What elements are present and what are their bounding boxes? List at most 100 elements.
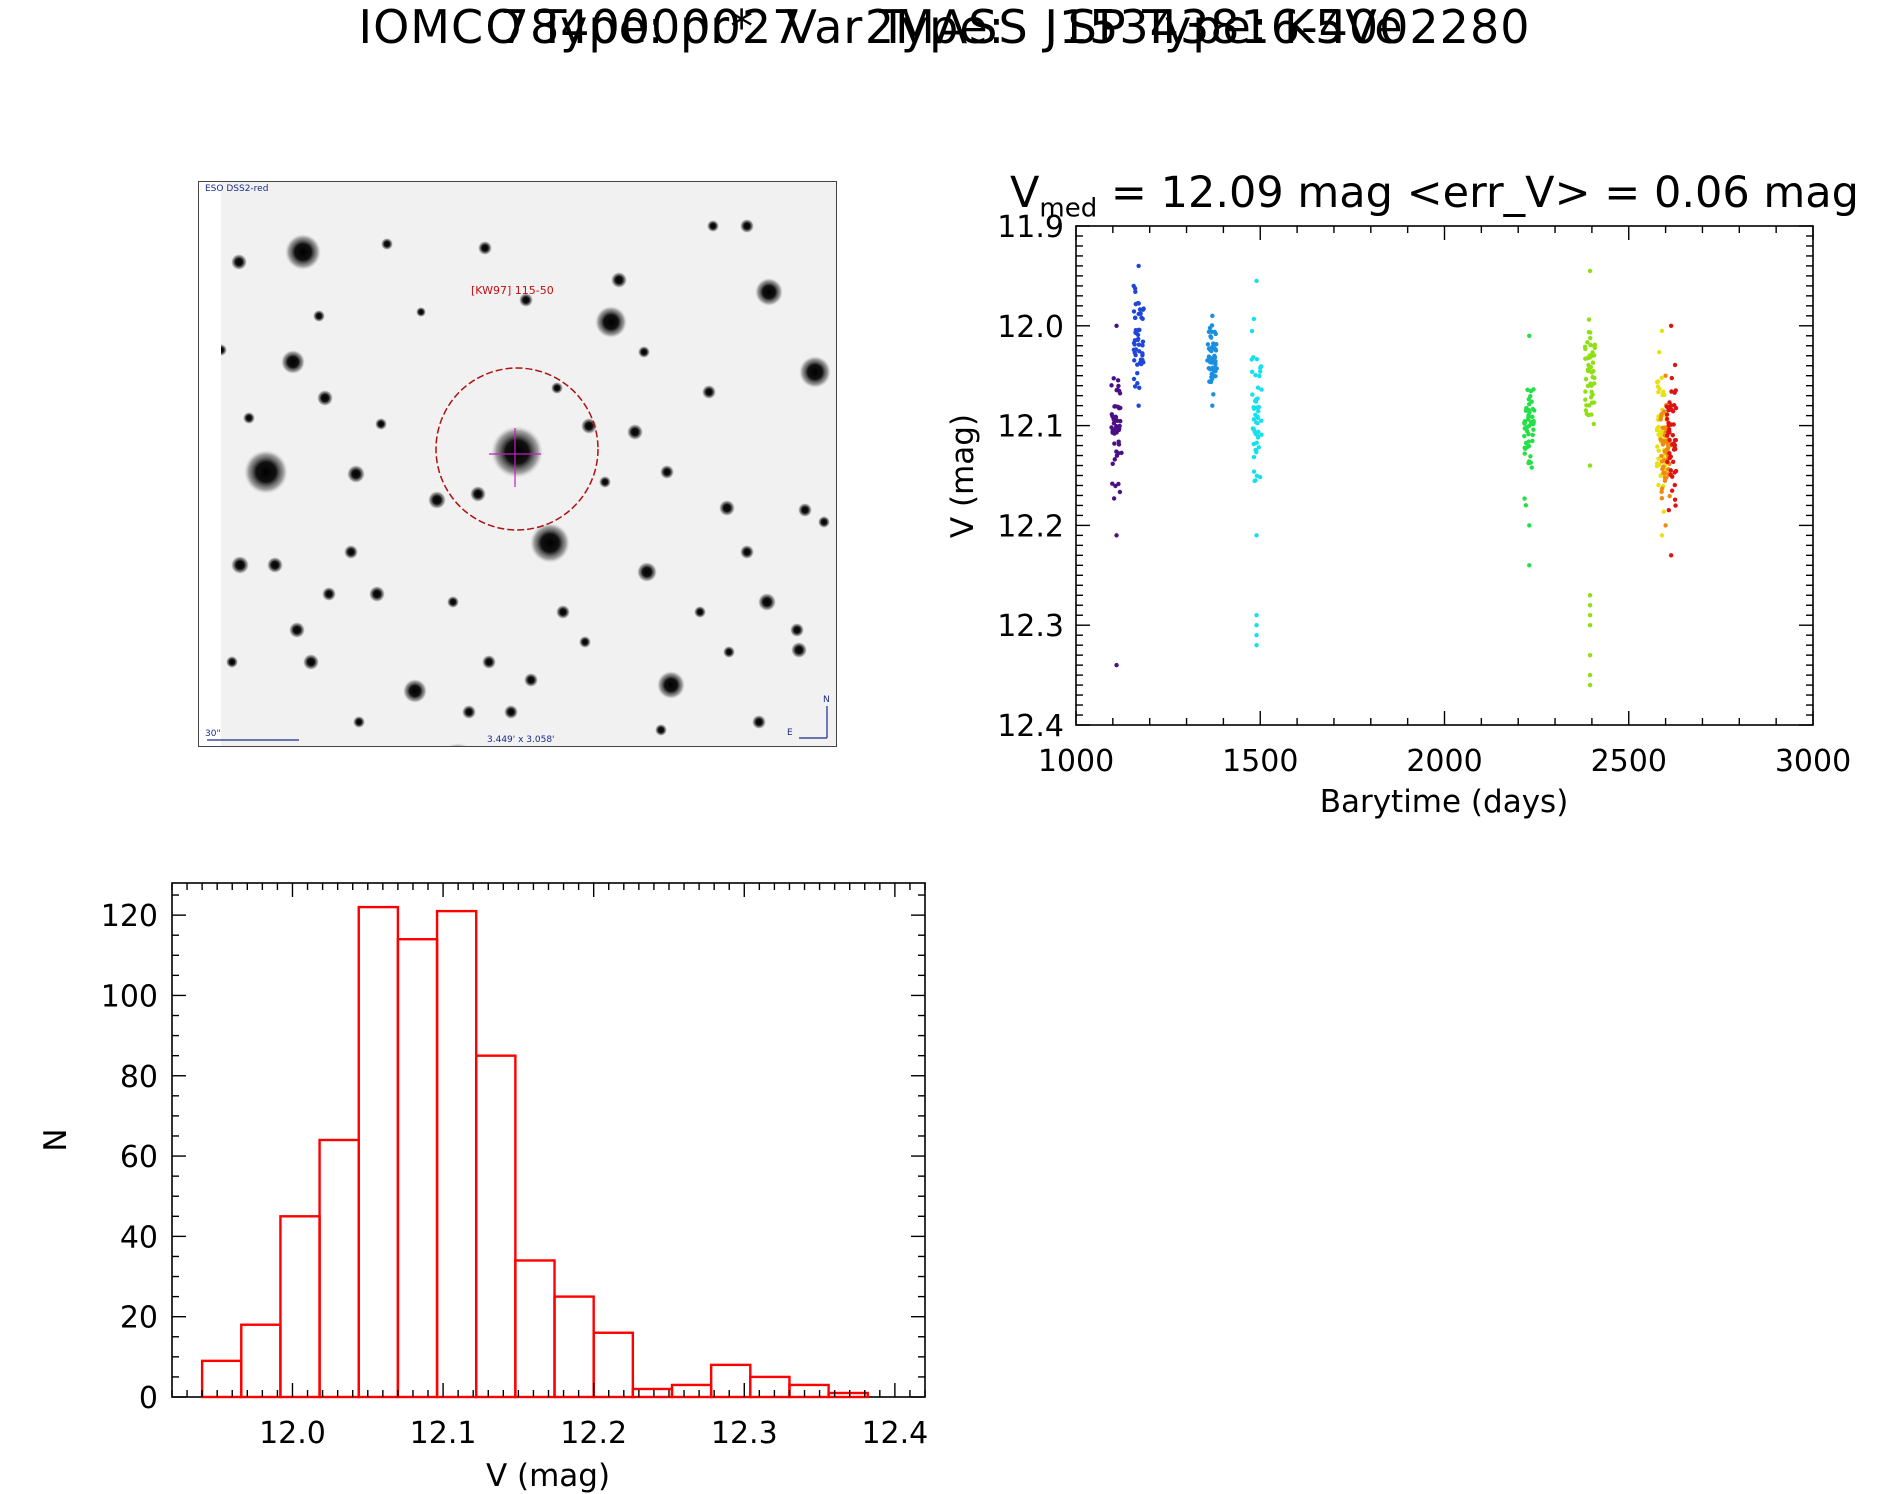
lightcurve-point [1255,385,1261,390]
lightcurve-point [1526,439,1531,444]
lightcurve-point [1115,387,1120,392]
lightcurve-point [1666,450,1671,455]
lightcurve-point [1208,367,1213,372]
lightcurve-title-v: V [1010,168,1040,218]
lightcurve-point [1209,323,1215,328]
histogram-bar [475,1054,517,1399]
lightcurve-point [1659,375,1664,381]
lightcurve-point [1590,392,1595,397]
lightcurve-xtick-label: 2500 [1591,744,1667,779]
lightcurve-point [1661,509,1667,514]
lightcurve-point [1211,367,1217,372]
lightcurve-point [1251,406,1257,411]
lightcurve-point [1251,316,1257,322]
lightcurve-point [1660,425,1665,431]
lightcurve-xtick-label: 1500 [1222,744,1298,779]
lightcurve-point [1662,462,1668,468]
lightcurve-point [1140,307,1146,312]
lightcurve-point [1141,360,1146,365]
lightcurve-point [1587,593,1593,598]
lightcurve-point [1214,366,1219,371]
lightcurve-point [1531,420,1536,425]
histogram-ytick-label: 120 [101,899,158,934]
lightcurve-point [1131,340,1137,346]
lightcurve-point [1669,389,1674,394]
lightcurve-point [1254,278,1259,284]
lightcurve-point [1664,429,1669,435]
lightcurve-point [1133,347,1139,352]
lightcurve-point [1665,456,1671,461]
lightcurve-point [1113,404,1118,409]
lightcurve-point [1656,424,1661,430]
lightcurve-point [1139,315,1144,320]
lightcurve-point [1207,379,1212,384]
lightcurve-point [1659,439,1664,444]
histogram-bar [200,1359,243,1399]
lightcurve-point [1253,405,1259,410]
histogram-bar [357,905,400,1399]
lightcurve-point [1207,325,1213,331]
lightcurve-xtick-label: 1000 [1038,744,1114,779]
lightcurve-ytick-label: 12.0 [997,310,1064,345]
lightcurve-point [1530,421,1536,427]
lightcurve-point [1526,415,1531,420]
lightcurve-point [1251,454,1257,460]
lightcurve-point [1213,359,1218,364]
histogram-bar [788,1383,830,1399]
lightcurve-point [1213,348,1219,353]
lightcurve-point [1138,311,1143,316]
lightcurve-point [1524,444,1530,450]
histogram-bar [631,1387,674,1399]
lightcurve-point [1117,489,1123,495]
lightcurve-point [1583,346,1588,352]
lightcurve-point [1589,412,1594,417]
lightcurve-point [1206,329,1212,335]
lightcurve-point [1207,379,1212,384]
lightcurve-point [1528,460,1533,465]
scale-label: 30" [205,729,221,739]
lightcurve-point [1524,405,1529,411]
lightcurve-point [1523,440,1529,446]
lightcurve-point [1255,435,1261,440]
histogram-xtick-label: 12.4 [861,1416,928,1451]
lightcurve-point [1661,447,1667,453]
lightcurve-point [1670,432,1676,438]
lightcurve-point [1213,361,1218,367]
lightcurve-point [1522,419,1528,425]
lightcurve-point [1132,315,1138,321]
lightcurve-point [1133,289,1138,294]
lightcurve-point [1255,415,1260,421]
lightcurve-point [1664,403,1669,408]
lightcurve-point [1589,400,1595,405]
lightcurve-point [1214,341,1219,347]
lightcurve-point [1253,448,1259,453]
lightcurve-point [1253,399,1259,404]
histogram-xtick-label: 12.1 [410,1416,477,1451]
lightcurve-point [1667,493,1672,499]
lightcurve-point [1661,465,1667,471]
lightcurve-point [1586,329,1592,335]
lightcurve-point [1526,401,1532,407]
lightcurve-point [1673,388,1678,393]
lightcurve-point [1662,449,1667,454]
lightcurve-point [1667,437,1672,443]
lightcurve-point [1590,374,1595,380]
lightcurve-point [1522,421,1527,426]
lightcurve-point [1132,350,1137,355]
lightcurve-point [1250,426,1256,431]
lightcurve-point [1213,369,1218,374]
lightcurve-point [1251,405,1256,410]
lightcurve-point [1112,457,1117,462]
lightcurve-xtick-label: 2000 [1406,744,1482,779]
lightcurve-point [1251,469,1257,474]
lightcurve-point [1663,373,1668,378]
histogram-ytick-label: 80 [120,1060,158,1095]
lightcurve-point [1657,349,1662,355]
lightcurve-point [1212,329,1217,335]
lightcurve-point [1590,350,1595,355]
lightcurve-point [1206,354,1212,359]
lightcurve-point [1672,438,1678,443]
lightcurve-ytick-label: 12.4 [997,709,1064,744]
lightcurve-point [1669,422,1674,427]
lightcurve-point [1253,478,1258,483]
